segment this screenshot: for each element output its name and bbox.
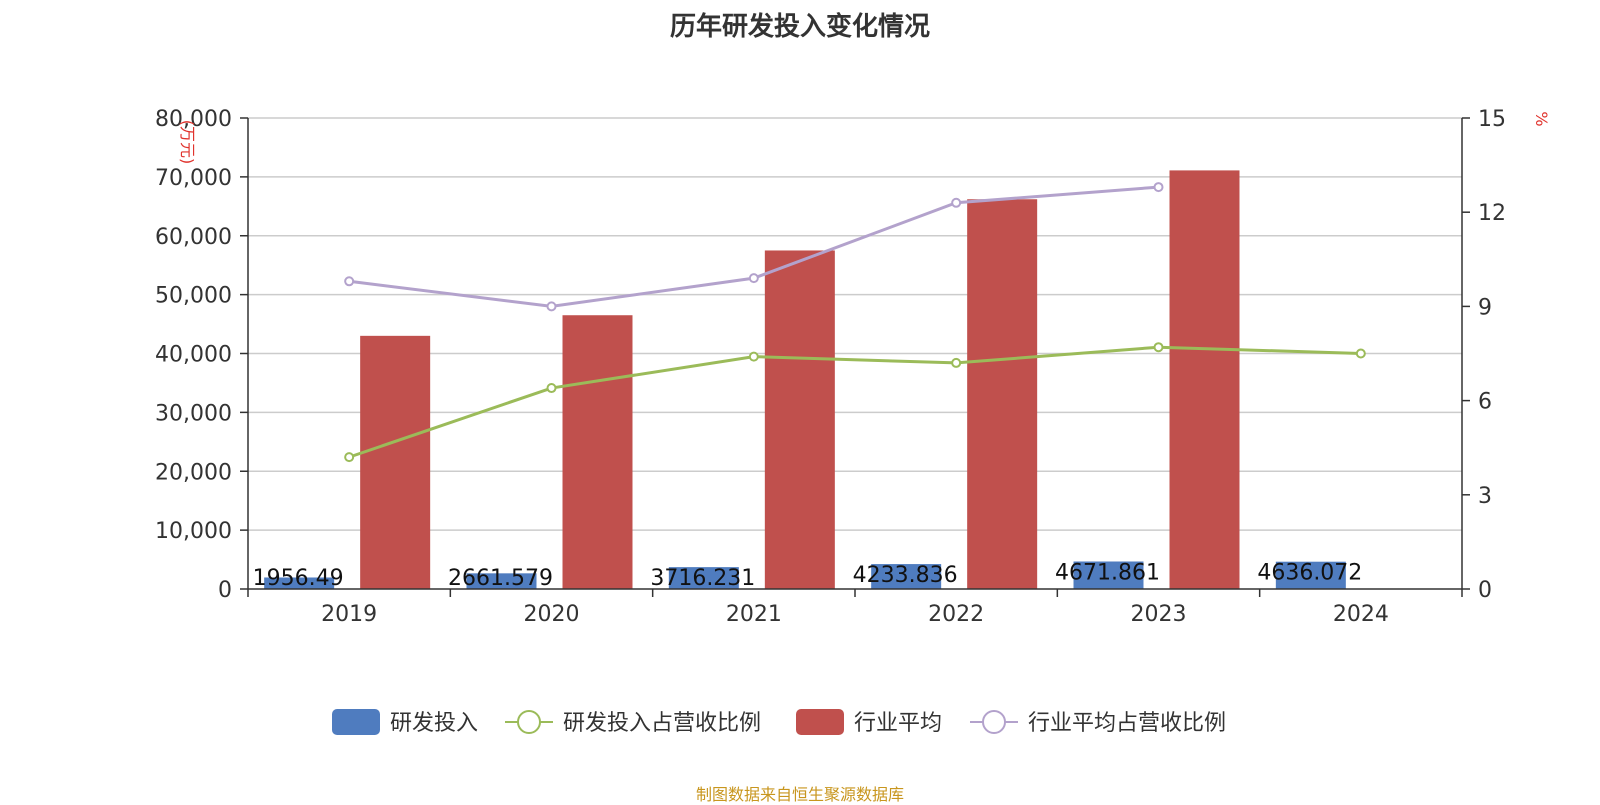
- tick-labels: 0 10,000 20,000 30,000 40,000 50,000 60,000 70,…: [155, 107, 1551, 627]
- bar-行业平均-2023: [1169, 170, 1240, 589]
- bar-研发投入-2020: [466, 573, 537, 589]
- point-研发投入占营收比例: [546, 383, 557, 394]
- point-行业平均占营收比例: [1153, 182, 1164, 193]
- point-研发投入占营收比例: [344, 452, 355, 463]
- grid-lines: [248, 117, 1462, 531]
- right-tick-label: 3: [1478, 484, 1492, 509]
- source-note: 制图数据来自恒生聚源数据库: [695, 785, 904, 804]
- legend-label-研发投入: 研发投入: [390, 711, 478, 736]
- x-tick-label: 2020: [524, 602, 580, 627]
- x-tick-label: 2024: [1333, 602, 1389, 627]
- left-tick-label: 30,000: [155, 401, 232, 426]
- bar-研发投入-2023: [1073, 561, 1144, 589]
- bar-labels: 1956.49 2661.579 3716.231 4233.836 4671.861 4…: [253, 560, 1363, 591]
- bar-label: 3716.231: [650, 566, 755, 591]
- bar-label: 4636.072: [1257, 561, 1362, 586]
- point-行业平均占营收比例: [344, 276, 355, 287]
- right-tick-label: 6: [1478, 390, 1492, 415]
- left-tick-label: 80,000: [155, 107, 232, 132]
- bar-研发投入-2021: [668, 567, 739, 589]
- bar-研发投入-2019: [264, 577, 335, 589]
- right-tick-label: 12: [1478, 201, 1506, 226]
- bar-label: 4233.836: [853, 563, 958, 588]
- legend-swatch-行业平均: [796, 709, 844, 735]
- point-行业平均占营收比例: [748, 273, 759, 284]
- x-tick-label: 2021: [726, 602, 782, 627]
- bar-行业平均-2022: [967, 199, 1038, 589]
- x-tick-label: 2019: [321, 602, 377, 627]
- right-tick-label: 0: [1478, 578, 1492, 603]
- line-研发投入占营收比例: [348, 345, 1361, 459]
- x-tick-label: 2022: [928, 602, 984, 627]
- point-研发投入占营收比例: [1153, 342, 1164, 353]
- right-tick-label: 9: [1478, 295, 1492, 320]
- x-tick-label: 2023: [1131, 602, 1187, 627]
- legend: 研发投入 研发投入占营收比例 行业平均 行业平均占营收比例: [332, 709, 1226, 736]
- legend-label-行业平均占营收比例: 行业平均占营收比例: [1028, 711, 1226, 736]
- bar-label: 1956.49: [253, 566, 344, 591]
- legend-label-研发投入占营收比例: 研发投入占营收比例: [563, 711, 761, 736]
- point-行业平均占营收比例: [546, 301, 557, 312]
- bar-研发投入-2022: [871, 564, 942, 589]
- bar-行业平均-2021: [764, 250, 835, 589]
- bars: [264, 170, 1346, 589]
- chart-title: 历年研发投入变化情况: [669, 12, 930, 42]
- right-axis-unit: %: [1532, 111, 1551, 126]
- left-tick-label: 50,000: [155, 284, 232, 309]
- legend-label-行业平均: 行业平均: [854, 711, 942, 736]
- left-tick-label: 60,000: [155, 225, 232, 250]
- left-axis-unit: (万元): [178, 120, 197, 165]
- left-tick-label: 0: [218, 578, 232, 603]
- lines: [344, 182, 1366, 463]
- left-tick-label: 70,000: [155, 166, 232, 191]
- point-研发投入占营收比例: [1355, 348, 1366, 359]
- left-tick-label: 20,000: [155, 460, 232, 485]
- bar-行业平均-2019: [360, 335, 431, 589]
- left-tick-label: 10,000: [155, 519, 232, 544]
- left-tick-label: 40,000: [155, 343, 232, 368]
- axes: [240, 117, 1470, 597]
- bar-label: 2661.579: [448, 566, 553, 591]
- legend-marker-研发投入占营收比例: [517, 710, 541, 734]
- point-行业平均占营收比例: [951, 197, 962, 208]
- point-研发投入占营收比例: [748, 351, 759, 362]
- legend-swatch-研发投入: [332, 709, 380, 735]
- point-研发投入占营收比例: [951, 357, 962, 368]
- bar-行业平均-2020: [562, 315, 633, 589]
- bar-label: 4671.861: [1055, 560, 1160, 585]
- bar-研发投入-2024: [1275, 561, 1346, 589]
- right-tick-label: 15: [1478, 107, 1506, 132]
- legend-marker-行业平均占营收比例: [982, 710, 1006, 734]
